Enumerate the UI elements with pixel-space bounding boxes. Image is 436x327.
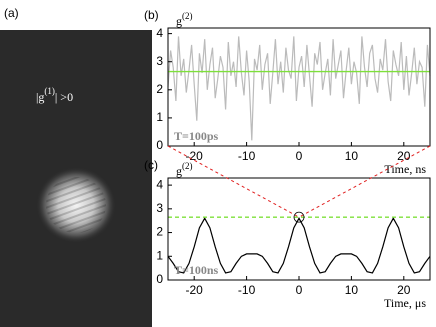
panel-label: (c) bbox=[144, 158, 158, 172]
x-tick-label: 0 bbox=[296, 283, 303, 297]
y-tick-label: 3 bbox=[156, 54, 163, 68]
y-tick-label: 3 bbox=[156, 201, 163, 215]
panel-label: (b) bbox=[144, 8, 159, 22]
coherence-annotation: |g(1)| >0 bbox=[36, 86, 73, 104]
y-tick-label: 1 bbox=[156, 110, 163, 124]
annotation: T=100ns bbox=[174, 263, 219, 277]
y-tick-label: 4 bbox=[156, 177, 163, 191]
x-tick-label: 10 bbox=[345, 149, 359, 163]
data-line bbox=[167, 217, 431, 274]
y-tick-label: 0 bbox=[156, 272, 163, 286]
y-tick-label: 4 bbox=[156, 26, 163, 40]
y-label-sup: (2) bbox=[182, 11, 193, 21]
y-axis-label: g(2) bbox=[176, 11, 193, 28]
x-tick-label: -10 bbox=[238, 149, 256, 163]
x-tick-label: -20 bbox=[186, 283, 204, 297]
y-tick-label: 1 bbox=[156, 248, 163, 262]
x-tick-label: 0 bbox=[296, 149, 303, 163]
annotation-rest: | >0 bbox=[55, 90, 73, 104]
x-tick-label: 20 bbox=[397, 149, 411, 163]
zoom-guide bbox=[298, 145, 431, 218]
annotation-base: |g bbox=[36, 90, 44, 104]
x-tick-label: 10 bbox=[345, 283, 359, 297]
y-label-base: g bbox=[176, 14, 182, 28]
y-label-base: g bbox=[176, 164, 182, 178]
annotation-sup: (1) bbox=[44, 86, 55, 96]
y-tick-label: 2 bbox=[156, 225, 163, 239]
x-tick-label: -10 bbox=[238, 283, 256, 297]
y-axis-label: g(2) bbox=[176, 161, 193, 178]
panel-label: (a) bbox=[4, 6, 19, 20]
x-tick-label: -20 bbox=[186, 149, 204, 163]
annotation: T=100ps bbox=[174, 129, 219, 143]
fringes bbox=[46, 177, 106, 233]
y-tick-label: 0 bbox=[156, 138, 163, 152]
data-line bbox=[167, 36, 431, 141]
x-axis-label: Time, ns bbox=[384, 162, 426, 176]
peak-marker bbox=[293, 211, 305, 223]
y-tick-label: 2 bbox=[156, 82, 163, 96]
x-axis-label: Time, μs bbox=[384, 296, 426, 310]
y-label-sup: (2) bbox=[182, 161, 193, 171]
x-tick-label: 20 bbox=[397, 283, 411, 297]
zoom-guide bbox=[167, 145, 300, 218]
